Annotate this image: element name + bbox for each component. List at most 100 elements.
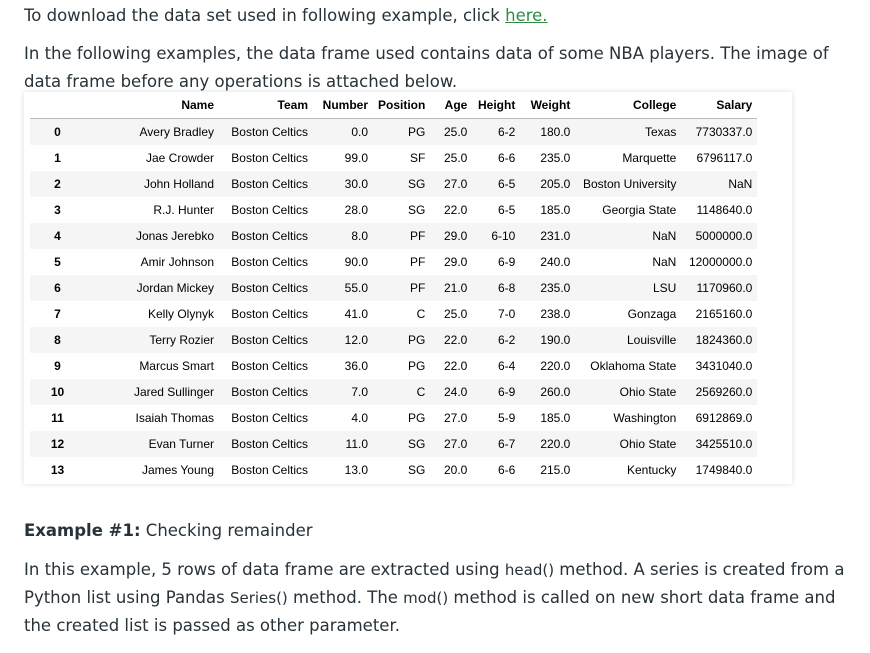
- table-cell: Ohio State: [619, 437, 677, 451]
- table-cell: James Young: [141, 463, 214, 477]
- table-cell: 6-6: [498, 151, 516, 165]
- table-cell: 1749840.0: [695, 463, 753, 477]
- table-cell: PG: [408, 333, 426, 347]
- table-cell: 6-7: [498, 437, 516, 451]
- column-header: Salary: [681, 92, 758, 119]
- table-cell: 12.0: [344, 333, 368, 347]
- table-cell: 6-5: [498, 177, 516, 191]
- table-cell: 205.0: [540, 177, 571, 191]
- download-link[interactable]: here.: [505, 6, 548, 25]
- row-index: 1: [54, 151, 61, 165]
- table-cell: 27.0: [443, 437, 468, 451]
- table-cell: PF: [410, 255, 426, 269]
- table-cell: Boston Celtics: [231, 177, 308, 191]
- column-header: Name: [85, 92, 219, 119]
- table-cell: 5000000.0: [695, 229, 753, 243]
- table-cell: Terry Rozier: [149, 333, 214, 347]
- table-cell: Marquette: [622, 151, 677, 165]
- example-heading-rest: Checking remainder: [140, 521, 313, 540]
- table-cell: Isaiah Thomas: [135, 411, 215, 425]
- code-mod: mod(): [403, 589, 449, 607]
- table-row: 2 John Holland Boston Celtics 30.0 SG 27.0 6-5…: [30, 171, 758, 197]
- example-heading: Example #1: Checking remainder: [24, 517, 313, 545]
- table-row: 8 Terry Rozier Boston Celtics 12.0 PG 22.0 6-2…: [30, 327, 758, 353]
- table-cell: 6-2: [498, 125, 516, 139]
- table-row: 3 R.J. Hunter Boston Celtics 28.0 SG 22.0 6-5 1…: [30, 197, 757, 223]
- table-cell: 41.0: [344, 307, 368, 321]
- table-cell: John Holland: [143, 177, 214, 191]
- table-cell: 220.0: [540, 437, 571, 451]
- row-index: 7: [54, 307, 61, 321]
- row-index: 2: [54, 177, 61, 191]
- table-row: 5 Amir Johnson Boston Celtics 90.0 PF 29.0 6-9…: [30, 249, 757, 275]
- row-index: 3: [54, 203, 61, 217]
- table-cell: SG: [408, 177, 426, 191]
- row-index: 13: [50, 463, 65, 477]
- table-row: 7 Kelly Olynyk Boston Celtics 41.0 C 25.0 7-0 2…: [30, 301, 757, 327]
- table-cell: 180.0: [540, 125, 571, 139]
- table-cell: Louisville: [626, 333, 677, 347]
- table-row: 0 Avery Bradley Boston Celtics 0.0 PG 25.0 6-2…: [30, 118, 758, 145]
- table-cell: 6796117.0: [696, 151, 753, 165]
- row-index: 4: [54, 229, 61, 243]
- table-cell: 6-4: [498, 359, 516, 373]
- table-cell: Kelly Olynyk: [147, 307, 214, 321]
- table-cell: 24.0: [443, 385, 468, 399]
- table-cell: 6-9: [498, 255, 516, 269]
- table-row: 11 Isaiah Thomas Boston Celtics 4.0 PG 27.0 5-…: [30, 405, 757, 431]
- table-cell: 29.0: [443, 255, 468, 269]
- table-cell: NaN: [652, 255, 677, 269]
- table-cell: Amir Johnson: [140, 255, 214, 269]
- table-cell: 22.0: [443, 203, 468, 217]
- table-cell: Ohio State: [619, 385, 677, 399]
- table-cell: Jordan Mickey: [136, 281, 214, 295]
- table-cell: NaN: [728, 177, 753, 191]
- table-cell: Boston Celtics: [231, 463, 308, 477]
- table-cell: Boston Celtics: [231, 255, 308, 269]
- table-cell: Texas: [644, 125, 677, 139]
- column-header: Team: [219, 92, 313, 119]
- table-cell: 30.0: [344, 177, 368, 191]
- table-cell: 1148640.0: [696, 203, 753, 217]
- table-cell: Gonzaga: [627, 307, 677, 321]
- table-cell: Boston Celtics: [231, 437, 308, 451]
- table-cell: 238.0: [540, 307, 571, 321]
- table-row: 9 Marcus Smart Boston Celtics 36.0 PG 22.0 6-4…: [30, 353, 757, 379]
- table-cell: 185.0: [540, 411, 571, 425]
- table-cell: Boston Celtics: [231, 359, 308, 373]
- table-cell: Boston Celtics: [231, 203, 308, 217]
- table-cell: 185.0: [540, 203, 571, 217]
- table-cell: 7.0: [351, 385, 368, 399]
- table-cell: Jonas Jerebko: [135, 229, 214, 243]
- column-header: Age: [430, 92, 473, 119]
- table-cell: 25.0: [443, 125, 468, 139]
- example-text-d: method is called on new short data frame…: [24, 588, 836, 635]
- table-cell: 231.0: [540, 229, 571, 243]
- table-cell: 55.0: [344, 281, 368, 295]
- example-text-b: method. A series is created from a Pytho…: [24, 560, 845, 607]
- dataframe-image: Name Team Number Position Age Height Weight Col…: [24, 92, 792, 484]
- table-cell: NaN: [652, 229, 677, 243]
- table-cell: SG: [408, 463, 426, 477]
- table-cell: 6-8: [498, 281, 516, 295]
- download-text: To download the data set used in followi…: [24, 6, 506, 25]
- table-cell: Evan Turner: [148, 437, 214, 451]
- column-header: Number: [313, 92, 373, 119]
- table-row: 12 Evan Turner Boston Celtics 11.0 SG 27.0 6-7…: [30, 431, 758, 457]
- table-cell: SF: [410, 151, 426, 165]
- table-cell: 28.0: [344, 203, 368, 217]
- row-index: 11: [51, 411, 64, 425]
- row-index: 6: [54, 281, 61, 295]
- table-cell: 0.0: [351, 125, 368, 139]
- table-cell: 7730337.0: [695, 125, 753, 139]
- table-cell: 22.0: [443, 333, 468, 347]
- download-paragraph: To download the data set used in followi…: [24, 2, 548, 30]
- table-cell: 6-10: [491, 229, 516, 243]
- code-head: head(): [504, 561, 555, 579]
- table-cell: Boston Celtics: [231, 333, 308, 347]
- table-cell: 36.0: [344, 359, 368, 373]
- table-cell: Washington: [613, 411, 677, 425]
- table-cell: Boston University: [582, 177, 677, 191]
- table-cell: 29.0: [443, 229, 468, 243]
- example-heading-bold: Example #1:: [24, 521, 141, 540]
